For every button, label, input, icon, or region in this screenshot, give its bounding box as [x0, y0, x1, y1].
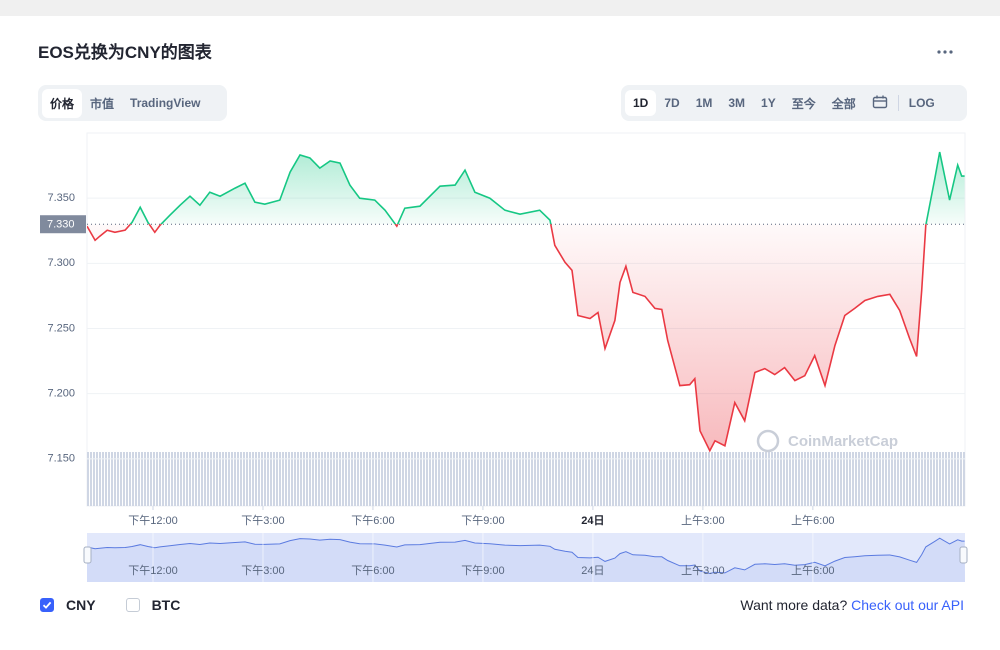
x-tick-label: 下午6:00: [351, 514, 394, 527]
api-link[interactable]: Check out our API: [851, 597, 964, 613]
top-bar: [0, 0, 1000, 16]
price-line-up: [129, 151, 965, 225]
footer-text: Want more data?: [740, 597, 848, 613]
more-menu[interactable]: [936, 46, 956, 56]
navigator-area: [87, 538, 965, 582]
legend: CNY BTC: [40, 597, 180, 613]
legend-label: CNY: [66, 597, 96, 613]
navigator-tick-label: 下午9:00: [461, 564, 504, 577]
range-button[interactable]: 1M: [695, 96, 713, 110]
checkbox[interactable]: [40, 598, 54, 612]
area-down: [87, 224, 965, 451]
area-up: [130, 152, 965, 225]
x-tick-label: 下午3:00: [241, 514, 284, 527]
x-tick-label: 下午12:00: [128, 514, 178, 527]
navigator-tick-label: 下午6:00: [351, 564, 394, 577]
navigator-tick-label: 上午3:00: [681, 564, 724, 577]
navigator-handle[interactable]: [83, 546, 92, 564]
chart: 7.150 7.200 7.250 7.300 7.350 下午12:00 下午3:00 下午…: [40, 132, 968, 582]
y-tick-label: 7.250: [47, 322, 75, 334]
x-tick-label: 下午9:00: [461, 514, 504, 527]
tab-button[interactable]: TradingView: [130, 96, 201, 110]
tab-button[interactable]: 市值: [90, 96, 115, 111]
calendar-icon: [872, 95, 887, 108]
legend-label: BTC: [151, 597, 181, 613]
x-tick-label: 上午3:00: [681, 514, 724, 527]
log-button[interactable]: LOG: [908, 96, 935, 110]
tab-group: 价格 市值 TradingView: [38, 85, 227, 121]
footer: Want more data? Check out our API: [740, 597, 964, 613]
y-tick-label: 7.150: [47, 453, 75, 465]
range-group: 1D 7D 1M 3M 1Y 至今 全部 LOG: [621, 85, 967, 121]
navigator-tick-label: 上午6:00: [791, 564, 834, 577]
baseline-label: 7.330: [47, 219, 75, 231]
navigator-tick-label: 下午3:00: [241, 564, 284, 577]
chart-title: EOS兑换为CNY的图表: [38, 43, 212, 62]
range-button[interactable]: 1Y: [761, 96, 776, 110]
checkbox[interactable]: [125, 598, 140, 612]
range-button[interactable]: 1D: [625, 90, 657, 116]
y-tick-label: 7.300: [47, 257, 75, 269]
baseline-label-box: [40, 215, 86, 234]
range-button[interactable]: 7D: [664, 96, 680, 110]
x-tick-label: 上午6:00: [791, 514, 834, 527]
range-button[interactable]: 3M: [728, 96, 746, 110]
check-mark: [42, 601, 52, 609]
volume-decoration: [87, 452, 965, 506]
watermark-logo: [756, 429, 780, 453]
navigator-line: [86, 537, 965, 575]
calendar-button[interactable]: [864, 89, 896, 118]
separator: [897, 95, 899, 111]
y-tick-label: 7.350: [47, 192, 75, 204]
watermark: CoinMarketCap: [788, 433, 898, 450]
price-line-down: [87, 224, 927, 453]
legend-item[interactable]: BTC: [125, 597, 181, 613]
tab-button[interactable]: 价格: [42, 88, 83, 118]
range-button[interactable]: 至今: [791, 96, 816, 111]
legend-item[interactable]: CNY: [40, 597, 96, 613]
navigator-tick-label: 24日: [581, 565, 604, 577]
range-button[interactable]: 全部: [831, 96, 856, 111]
navigator-handle[interactable]: [959, 546, 968, 564]
x-tick-label: 24日: [581, 514, 604, 527]
navigator-tick-label: 下午12:00: [128, 564, 178, 577]
y-tick-label: 7.200: [47, 388, 75, 400]
